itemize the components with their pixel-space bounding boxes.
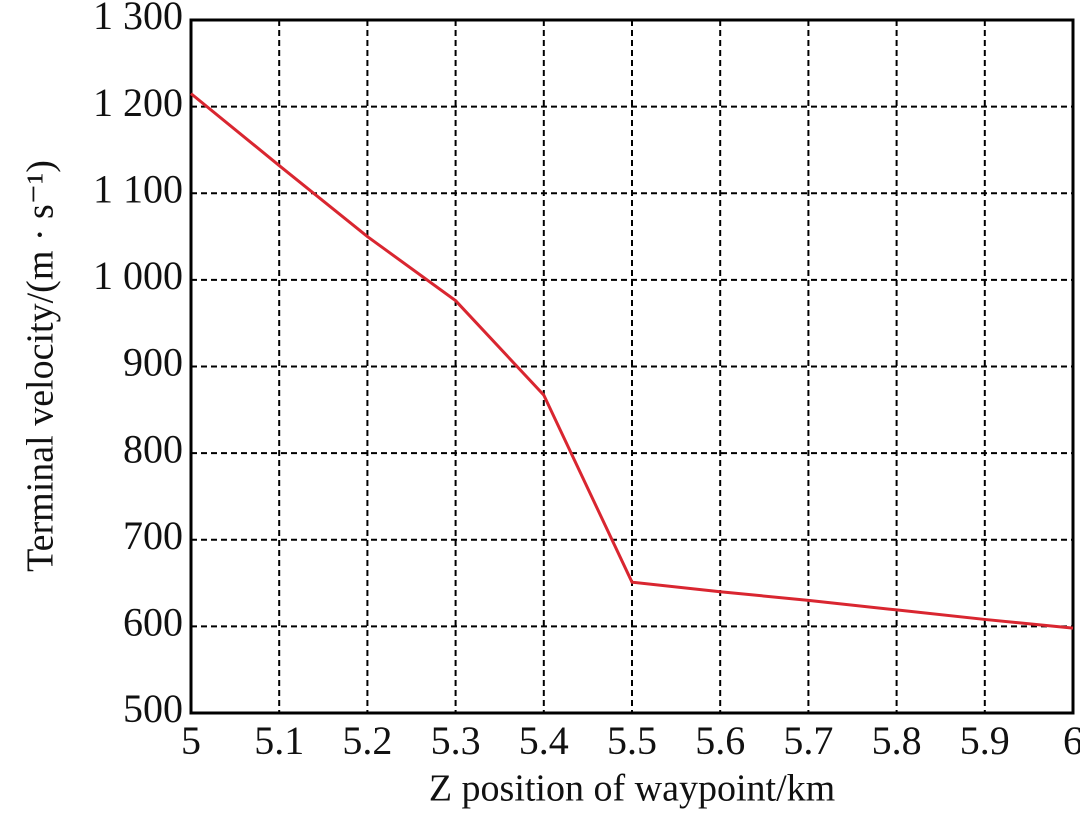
x-tick-label: 5.6 bbox=[695, 718, 745, 763]
x-tick-label: 5.7 bbox=[783, 718, 833, 763]
data-line bbox=[190, 92, 1074, 630]
y-tick-label: 1 300 bbox=[93, 0, 183, 38]
y-tick-label: 900 bbox=[123, 340, 183, 385]
x-tick-label: 6 bbox=[1063, 718, 1080, 763]
plot-frame bbox=[189, 18, 1075, 715]
y-tick-label: 1 000 bbox=[93, 253, 183, 298]
x-tick-label: 5.8 bbox=[872, 718, 922, 763]
x-tick-label: 5.4 bbox=[519, 718, 569, 763]
y-axis-label: Terminal velocity/(m · s⁻¹) bbox=[20, 160, 62, 572]
y-tick-label: 600 bbox=[123, 600, 183, 645]
y-tick-label: 1 200 bbox=[93, 80, 183, 125]
x-axis-label: Z position of waypoint/km bbox=[429, 768, 835, 810]
x-tick-label: 5.5 bbox=[607, 718, 657, 763]
y-tick-label: 700 bbox=[123, 513, 183, 558]
x-tick-label: 5.3 bbox=[431, 718, 481, 763]
x-tick-label: 5.9 bbox=[960, 718, 1010, 763]
x-tick-label: 5.2 bbox=[342, 718, 392, 763]
x-tick-label: 5 bbox=[181, 718, 201, 763]
y-tick-label: 1 100 bbox=[93, 166, 183, 211]
y-tick-label: 500 bbox=[123, 686, 183, 731]
y-tick-label: 800 bbox=[123, 426, 183, 471]
x-tick-label: 5.1 bbox=[254, 718, 304, 763]
